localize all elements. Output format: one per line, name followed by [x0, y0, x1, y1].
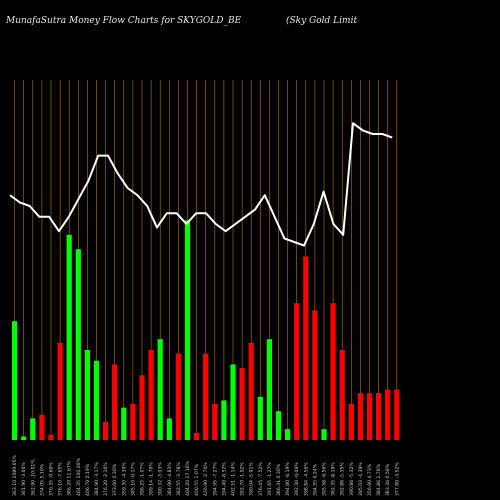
bar: [184, 220, 191, 440]
bar: [48, 434, 54, 440]
x-tick-label: 394.95 -7.27%: [212, 462, 218, 496]
bar: [93, 360, 100, 440]
x-tick-label: 377.80 -3.52%: [394, 462, 400, 496]
x-tick-label: 383.36 0.58%: [385, 463, 391, 496]
bar: [12, 321, 18, 440]
chart-title: MunafaSutra Money Flow Charts for SKYGOL…: [6, 16, 242, 26]
company-subtitle: (Sky Gold Limit: [286, 16, 358, 26]
bar: [139, 375, 145, 440]
x-tick-label: 356.90 4.73%: [367, 463, 373, 496]
bar: [312, 310, 318, 440]
x-tick-label: 395.03 -4.39%: [358, 462, 364, 496]
bar: [330, 303, 336, 440]
x-tick-label: 404.20 17.16%: [185, 460, 191, 496]
x-tick-label: 391.65 -1.27%: [267, 462, 273, 496]
x-tick-label: 390.32 -3.03%: [158, 462, 164, 496]
x-tick-label: 363.10 1089.65%: [12, 454, 18, 496]
x-tick-label: 392.30 -0.09%: [294, 462, 300, 496]
bar: [130, 404, 136, 440]
x-tick-label: 376.45 -7.52%: [258, 462, 264, 496]
bar: [148, 350, 154, 440]
bar: [194, 432, 200, 440]
x-tick-label: 386.20 11.67%: [67, 460, 73, 496]
bar: [166, 418, 172, 440]
bar: [203, 353, 209, 440]
x-tick-label: 384.86 1.78%: [376, 463, 382, 496]
bar: [57, 342, 63, 440]
bar: [394, 389, 400, 440]
bar: [39, 414, 45, 440]
x-tick-label: 394.40 -8.52%: [221, 462, 227, 496]
x-tick-label: 382.55 -3.78%: [176, 462, 182, 496]
x-tick-label: 359.30 -4.30%: [121, 462, 127, 496]
bar: [121, 407, 127, 440]
x-tick-label: 376.10 -7.65%: [58, 462, 64, 496]
bar: [175, 353, 181, 440]
x-tick-label: 361.90 -3.66%: [21, 462, 27, 496]
x-tick-label: 404.35 100.00%: [76, 457, 82, 496]
bar: [103, 422, 109, 440]
bar: [21, 436, 27, 440]
bar: [366, 393, 373, 440]
x-tick-label: 362.90 -10.01%: [30, 459, 36, 496]
bar: [376, 393, 382, 440]
x-tick-label: 396.25 -1.07%: [140, 462, 146, 496]
bar: [257, 396, 263, 440]
bar: [266, 339, 272, 440]
bar: [348, 404, 354, 440]
bar: [275, 411, 282, 440]
bar: [230, 364, 236, 440]
x-tick-label: 386.31 0.30%: [276, 463, 282, 496]
bar: [157, 339, 163, 440]
x-tick-label: 374.05 5.10%: [39, 463, 45, 496]
bar: [66, 234, 72, 440]
x-tick-label: 382.35 -8.19%: [331, 462, 337, 496]
x-tick-label: 426.90 -2.70%: [203, 462, 209, 496]
bar: [239, 368, 245, 440]
money-flow-line: [9, 122, 393, 247]
bar: [112, 364, 118, 440]
bar: [339, 350, 345, 440]
x-tick-label: 392.88 -5.35%: [340, 462, 346, 496]
bar: [357, 393, 363, 440]
x-tick-label: 390.04 -5.91%: [249, 462, 255, 496]
bar: [84, 350, 90, 440]
bar: [212, 404, 218, 440]
bar: [285, 429, 291, 440]
bar: [303, 256, 309, 440]
x-tick-label: 406.70 2.19%: [85, 463, 91, 496]
x-tick-label: 370.35 -0.69%: [49, 462, 55, 496]
x-tick-label: 400.55 1.07%: [194, 463, 200, 496]
bar: [294, 303, 300, 440]
x-tick-label: 402.51 -1.14%: [231, 462, 237, 496]
bar: [248, 342, 254, 440]
x-tick-label: 395.58 -6.56%: [322, 462, 328, 496]
x-tick-label: 384.90 -4.83%: [167, 462, 173, 496]
x-tick-label: 384.90 -3.17%: [94, 462, 100, 496]
x-tick-label: 373.60 0.30%: [112, 463, 118, 496]
x-tick-label: 392.70 -1.92%: [240, 462, 246, 496]
x-tick-label: 398.84 -4.56%: [303, 462, 309, 496]
x-tick-label: 385.10 -0.17%: [130, 462, 136, 496]
bar: [321, 429, 327, 440]
x-tick-label: 394.80 -6.19%: [285, 462, 291, 496]
bar: [385, 389, 391, 440]
x-tick-label: 376.20 -2.16%: [103, 462, 109, 496]
bar: [30, 418, 36, 440]
x-tick-label: 394.55 0.24%: [312, 463, 318, 496]
x-tick-label: 390.86 -5.32%: [349, 462, 355, 496]
bar: [221, 400, 227, 440]
bar: [75, 249, 81, 440]
x-tick-label: 399.14 -1.79%: [149, 462, 155, 496]
